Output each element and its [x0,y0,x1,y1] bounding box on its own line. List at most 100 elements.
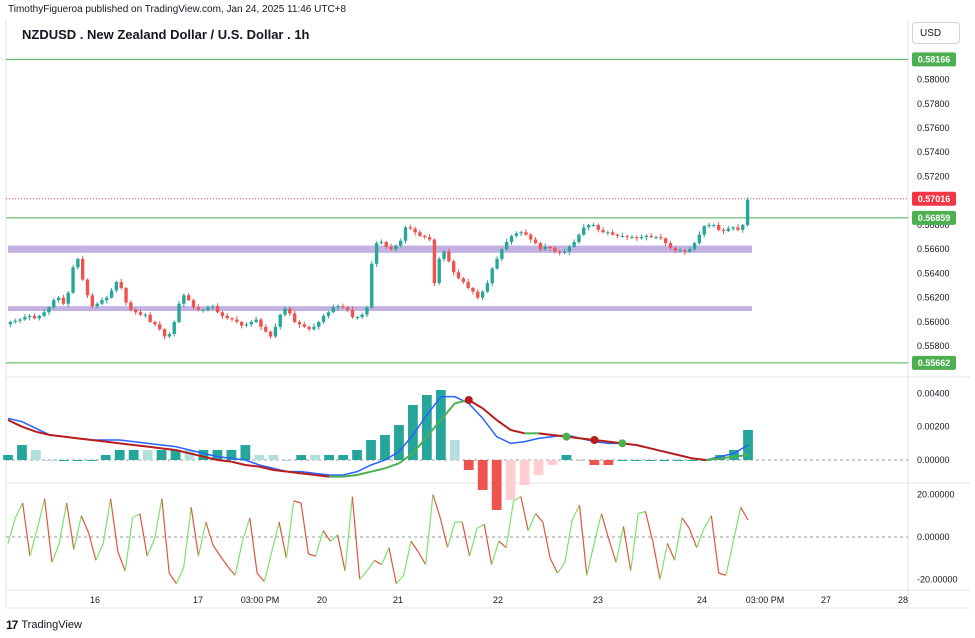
candle-body-100 [490,268,494,284]
candle-body-49 [244,324,249,326]
signal-segment-13 [175,449,190,455]
candle-body-98 [480,291,485,298]
candle-body-115 [562,251,567,253]
price-tag-label-0: 0.58166 [918,54,951,64]
candle-body-38 [191,300,196,308]
candle-body-55 [273,326,278,337]
macd-hist-bar-8 [114,450,125,460]
candle-body-12 [66,292,70,304]
candle-body-143 [697,234,702,244]
candle-body-118 [577,234,581,242]
macd-hist-bar-20 [282,460,293,461]
osc-segment-2 [14,502,24,519]
candle-body-132 [644,235,649,238]
osc-segment-42 [308,553,316,557]
osc-segment-81 [593,513,603,544]
candle-body-88 [432,239,437,284]
candle-body-60 [297,321,302,325]
osc-segment-59 [432,494,441,519]
time-tick-9: 27 [821,595,831,605]
candle-body-37 [186,295,191,301]
signal-segment-6 [77,437,92,441]
osc-segment-41 [300,502,309,555]
osc-segment-80 [586,543,595,576]
osc-segment-66 [483,524,493,565]
price-tick-2: 0.56200 [917,293,950,303]
macd-hist-bar-10 [142,450,153,460]
macd-hist-bar-25 [352,450,362,460]
candle-body-148 [721,229,726,232]
osc-segment-101 [740,506,749,521]
candle-body-133 [649,235,653,238]
osc-segment-24 [175,566,185,584]
osc-segment-52 [381,547,390,565]
osc-segment-25 [183,507,192,567]
price-tick-7: 0.57200 [917,171,950,181]
osc-segment-48 [351,496,361,580]
osc-segment-74 [542,522,551,559]
osc-segment-46 [337,534,346,572]
macd-hist-bar-14 [198,450,209,460]
osc-segment-36 [263,551,273,582]
osc-segment-77 [564,519,573,563]
price-tag-label-1: 0.56859 [918,213,951,223]
candle-body-15 [80,258,85,280]
osc-segment-8 [58,502,68,544]
price-tag-2 [912,355,956,370]
candle-body-91 [447,251,451,262]
candle-body-46 [230,318,234,320]
osc-segment-73 [535,513,544,523]
osc-segment-97 [710,515,720,574]
time-tick-3: 20 [317,595,327,605]
osc-segment-9 [66,502,75,550]
signal-segment-28 [384,462,400,470]
candle-body-85 [418,232,422,236]
osc-segment-55 [403,541,412,576]
candle-body-17 [90,295,95,307]
time-tick-7: 24 [697,595,707,605]
candle-body-19 [100,300,104,304]
osc-segment-71 [520,496,529,531]
candle-body-27 [138,312,143,315]
macd-hist-bar-46 [645,460,656,461]
osc-segment-19 [139,513,148,557]
candle-body-54 [268,331,273,337]
macd-hist-bar-35 [491,460,502,510]
macd-hist-bar-21 [296,455,307,460]
candle-body-51 [254,319,258,322]
candle-body-83 [408,227,413,229]
osc-segment-28 [205,521,214,546]
signal-segment-20 [273,469,288,473]
signal-segment-19 [259,465,274,471]
candle-body-105 [514,233,519,236]
candle-body-76 [374,243,379,264]
currency-selector[interactable]: USD [912,22,960,44]
osc-segment-96 [703,515,712,529]
price-tag-label-3: 0.57016 [918,194,951,204]
signal-segment-46 [636,444,651,450]
candle-body-111 [543,246,547,250]
cross-dot-1 [562,432,571,441]
candle-body-43 [215,306,220,313]
signal-segment-35 [482,407,498,421]
candle-body-153 [745,199,750,225]
macd-hist-bar-30 [421,395,432,460]
candle-body-102 [500,249,504,259]
signal-segment-49 [677,454,693,460]
macd-hist-bar-29 [408,405,418,460]
candle-body-81 [398,240,403,246]
price-tag-label-2: 0.55662 [918,358,951,368]
macd-pane: 0.00400 0.00200 0.00000 [3,388,950,510]
signal-segment-12 [161,447,176,451]
candle-body-136 [663,238,668,244]
osc-segment-6 [44,498,53,563]
signal-segment-51 [705,457,721,461]
osc-segment-16 [117,551,126,572]
candle-body-52 [259,319,263,327]
macd-hist-bar-7 [100,455,111,460]
candle-body-58 [288,308,292,314]
signal-segment-5 [63,435,78,440]
candle-body-116 [567,246,572,252]
osc-segment-87 [637,510,646,515]
